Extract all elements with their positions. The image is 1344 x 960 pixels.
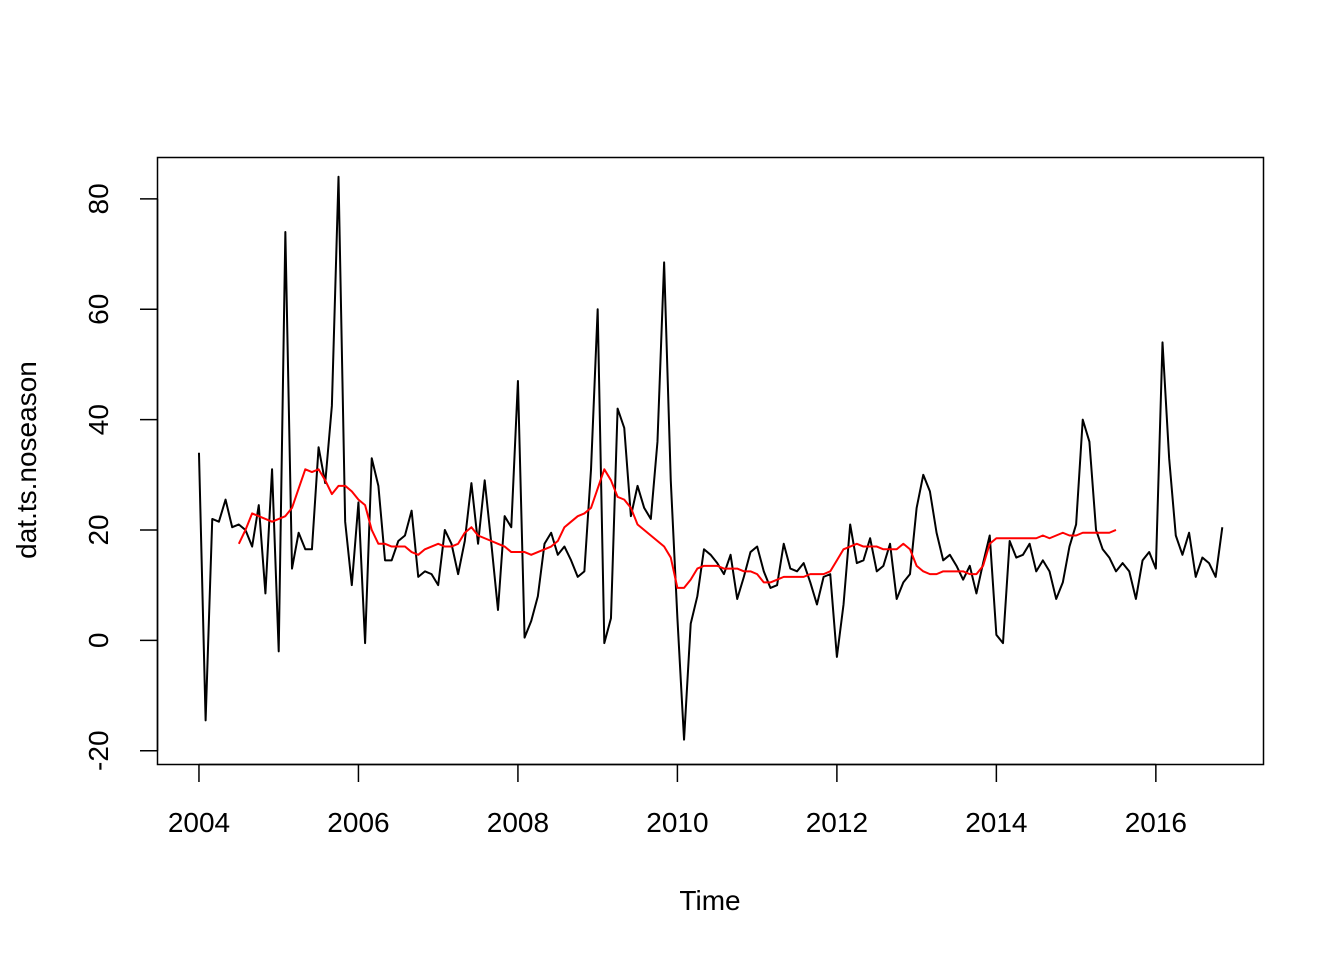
plot-frame (156, 156, 1265, 766)
x-axis: 2004 2006 2008 2010 2012 2014 2016 (168, 763, 1187, 838)
x-tick-label: 2010 (646, 807, 708, 838)
x-tick-label: 2014 (965, 807, 1027, 838)
y-tick-label: -20 (83, 730, 114, 770)
y-tick-label: 0 (83, 633, 114, 649)
y-tick-label: 20 (83, 514, 114, 545)
x-tick-label: 2008 (487, 807, 549, 838)
series-line (197, 175, 1224, 741)
series-layer (197, 175, 1224, 741)
y-axis-label: dat.ts.noseason (11, 361, 42, 559)
x-tick-label: 2006 (327, 807, 389, 838)
x-tick-label: 2012 (806, 807, 868, 838)
y-tick-label: 60 (83, 294, 114, 325)
trend-line (237, 468, 1117, 589)
x-axis-label: Time (679, 885, 740, 916)
y-tick-label: 80 (83, 183, 114, 214)
y-axis: -20 0 20 40 60 80 (83, 183, 159, 771)
x-tick-label: 2004 (168, 807, 230, 838)
y-tick-label: 40 (83, 404, 114, 435)
x-tick-label: 2016 (1125, 807, 1187, 838)
